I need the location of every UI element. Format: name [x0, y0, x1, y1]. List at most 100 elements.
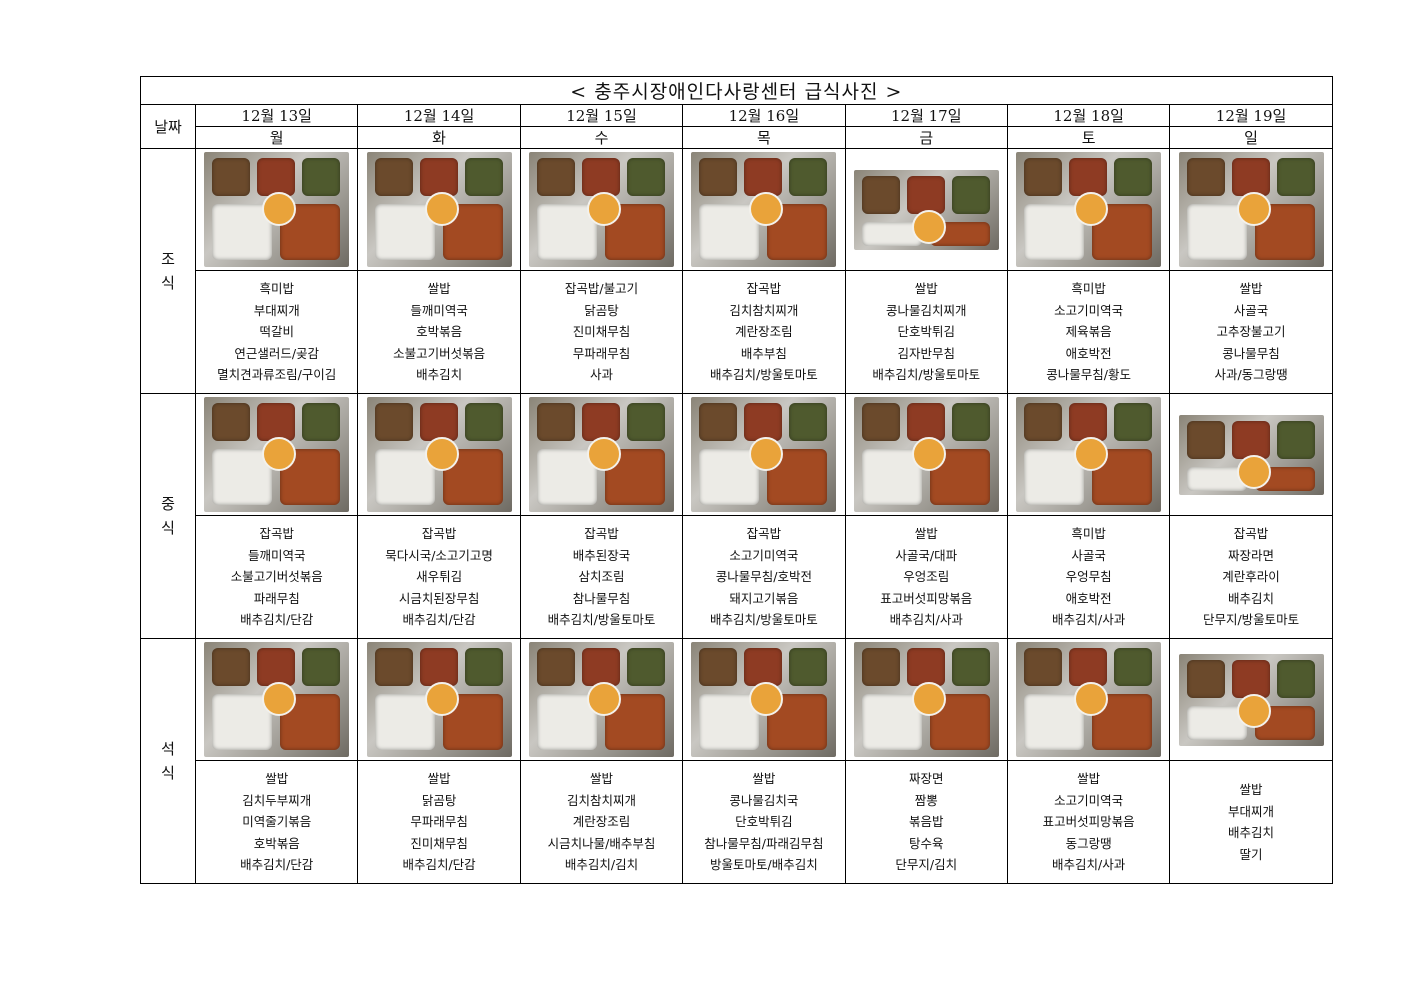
date-cell: 12월 18일	[1006, 104, 1171, 127]
tray-compartment	[789, 648, 828, 686]
menu-item: 콩나물무침/황도	[1046, 367, 1131, 383]
menu-cell: 쌀밥 들깨미역국 호박볶음 소불고기버섯볶음 배추김치	[357, 270, 521, 394]
menu-item: 짬뽕	[914, 792, 938, 808]
menu-item: 소고기미역국	[1054, 792, 1124, 808]
menu-item: 배추김치/단감	[402, 612, 476, 628]
tray-compartment	[744, 158, 783, 196]
photo-cell	[1006, 393, 1171, 516]
tray-compartment	[419, 648, 458, 686]
dessert-bowl	[1074, 437, 1109, 471]
meal-photo	[1178, 152, 1324, 267]
menu-item: 콩나물김치국	[729, 792, 799, 808]
tray-compartment	[257, 648, 296, 686]
menu-item: 계란장조림	[572, 814, 631, 830]
menu-cell: 짜장면 짬뽕 볶음밥 탕수육 단무지/김치	[844, 760, 1008, 884]
meal-photo	[1178, 653, 1324, 746]
tray-compartment	[212, 158, 251, 196]
tray-compartment	[1186, 158, 1225, 196]
menu-item: 배추김치/방울토마토	[710, 367, 818, 383]
meal-photo	[204, 152, 350, 267]
photo-cell	[1006, 638, 1171, 761]
tray-compartment	[419, 158, 458, 196]
tray-compartment	[1276, 420, 1315, 459]
tray-compartment	[906, 403, 945, 441]
tray-compartment	[744, 648, 783, 686]
menu-item: 배추된장국	[572, 547, 631, 563]
menu-item: 들깨미역국	[247, 547, 306, 563]
dessert-bowl	[262, 192, 297, 226]
menu-cell: 쌀밥 콩나물김치찌개 단호박튀김 김자반무침 배추김치/방울토마토	[844, 270, 1008, 394]
menu-cell: 잡곡밥 배추된장국 삼치조림 참나물무침 배추김치/방울토마토	[519, 515, 684, 639]
menu-item: 표고버섯피망볶음	[1042, 814, 1135, 830]
menu-item: 쌀밥	[1239, 281, 1263, 297]
menu-item: 진미채무침	[572, 324, 631, 340]
menu-item: 김치참치찌개	[566, 792, 636, 808]
menu-item: 단무지/김치	[895, 857, 958, 873]
menu-item: 사골국	[1233, 302, 1269, 318]
menu-item: 배추김치	[1228, 825, 1275, 840]
menu-item: 사과	[589, 367, 613, 383]
menu-item: 떡갈비	[259, 324, 294, 340]
tray-compartment	[581, 648, 620, 686]
photo-cell	[194, 638, 359, 761]
dessert-bowl	[1074, 192, 1109, 226]
menu-item: 소고기미역국	[729, 547, 799, 563]
menu-item: 방울토마토/배추김치	[710, 857, 818, 873]
menu-cell: 잡곡밥 김치참치찌개 계란장조림 배추부침 배추김치/방울토마토	[682, 270, 846, 394]
menu-item: 잡곡밥	[746, 281, 782, 297]
tray-compartment	[1276, 659, 1315, 698]
menu-cell: 쌀밥 콩나물김치국 단호박튀김 참나물무침/파래김무침 방울토마토/배추김치	[682, 760, 846, 884]
menu-item: 단무지/방울토마토	[1202, 612, 1300, 628]
dessert-bowl	[586, 682, 621, 716]
tray-compartment	[1276, 158, 1315, 196]
meal-label: 중 식	[140, 393, 196, 639]
weekday-cell: 토	[1006, 126, 1171, 149]
menu-item: 닭곰탕	[421, 792, 457, 808]
menu-item: 배추김치/방울토마토	[872, 367, 981, 383]
menu-item: 배추김치/단감	[240, 857, 314, 873]
tray-compartment	[464, 403, 503, 441]
menu-cell: 흑미밥 사골국 우엉무침 애호박전 배추김치/사과	[1006, 515, 1171, 639]
date-cell: 12월 17일	[844, 104, 1008, 127]
menu-item: 미역줄기볶음	[242, 814, 312, 830]
menu-item: 쌀밥	[589, 771, 613, 787]
menu-item: 묵다시국/소고기고명	[385, 547, 493, 563]
menu-item: 배추김치/방울토마토	[547, 612, 656, 628]
tray-compartment	[699, 403, 738, 441]
photo-cell	[519, 638, 684, 761]
menu-item: 콩나물김치찌개	[886, 302, 967, 318]
menu-row: 쌀밥 김치두부찌개 미역줄기볶음 호박볶음 배추김치/단감 쌀밥 닭곰탕 무파래무침 진미채무침…	[141, 760, 1333, 884]
menu-item: 삼치조림	[578, 569, 625, 585]
tray-compartment	[212, 648, 251, 686]
menu-item: 배추김치/김치	[564, 857, 639, 873]
dessert-bowl	[424, 682, 459, 716]
menu-item: 흑미밥	[259, 281, 294, 297]
meal-photo	[853, 642, 999, 757]
menu-item: 배추김치/사과	[889, 612, 963, 628]
menu-item: 진미채무침	[410, 835, 468, 851]
menu-cell: 잡곡밥/불고기 닭곰탕 진미채무침 무파래무침 사과	[519, 270, 684, 394]
menu-item: 사과/동그랑땡	[1214, 367, 1288, 383]
meal-photo	[1016, 152, 1162, 267]
menu-item: 흑미밥	[1071, 281, 1106, 297]
menu-cell: 쌀밥 소고기미역국 표고버섯피망볶음 동그랑땡 배추김치/사과	[1006, 760, 1171, 884]
menu-item: 쌀밥	[1239, 782, 1263, 797]
menu-cell: 쌀밥 김치참치찌개 계란장조림 시금치나물/배추부침 배추김치/김치	[519, 760, 684, 884]
date-header: 날짜	[140, 104, 196, 149]
tray-compartment	[744, 403, 783, 441]
menu-item: 단호박튀김	[897, 324, 956, 340]
tray-compartment	[464, 648, 503, 686]
menu-item: 시금치된장무침	[398, 590, 480, 606]
photo-cell	[1169, 638, 1333, 761]
menu-item: 소고기미역국	[1054, 302, 1124, 318]
tray-compartment	[951, 648, 990, 686]
menu-item: 소불고기버섯볶음	[393, 345, 486, 361]
menu-cell: 잡곡밥 묵다시국/소고기고명 새우튀김 시금치된장무침 배추김치/단감	[357, 515, 521, 639]
menu-item: 배추김치	[1228, 590, 1275, 606]
menu-item: 계란장조림	[735, 324, 793, 340]
tray-compartment	[951, 403, 990, 441]
dessert-bowl	[586, 437, 621, 471]
tray-compartment	[212, 403, 251, 441]
dessert-bowl	[424, 192, 459, 226]
tray-compartment	[1186, 420, 1225, 459]
